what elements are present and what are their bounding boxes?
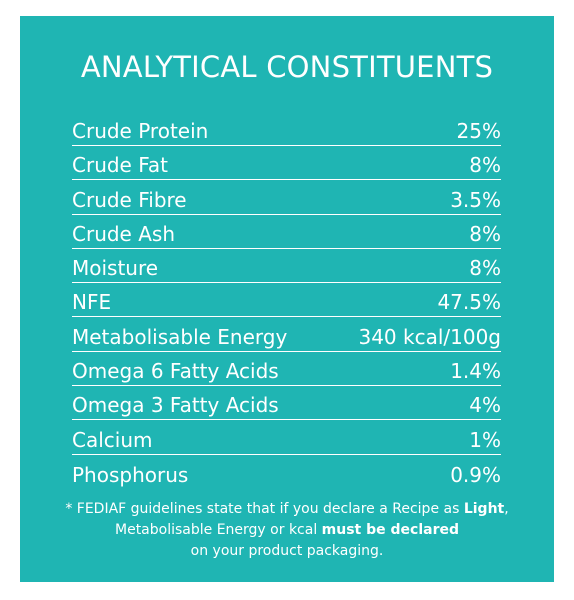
constituent-value: 3.5% — [450, 187, 501, 212]
footnote: * FEDIAF guidelines state that if you de… — [50, 499, 524, 562]
constituent-label: Omega 3 Fatty Acids — [72, 393, 279, 418]
constituent-value: 47.5% — [437, 290, 501, 315]
footnote-line-3: on your product packaging. — [190, 543, 384, 559]
footnote-text: * FEDIAF guidelines state that if you de… — [65, 501, 464, 517]
constituent-value: 25% — [456, 119, 501, 143]
footnote-line-2: Metabolisable Energy or kcal must be dec… — [50, 520, 524, 541]
panel-title: ANALYTICAL CONSTITUENTS — [80, 50, 494, 84]
constituent-label: Metabolisable Energy — [72, 324, 288, 349]
constituent-label: Crude Fibre — [72, 187, 187, 212]
constituent-value: 8% — [469, 256, 501, 281]
constituent-label: Omega 6 Fatty Acids — [72, 359, 279, 384]
constituent-label: Phosphorus — [72, 462, 189, 487]
constituent-label: Moisture — [72, 256, 159, 281]
constituent-value: 0.9% — [450, 462, 501, 487]
constituent-value: 1% — [469, 427, 501, 452]
constituent-label: Calcium — [72, 427, 153, 452]
constituent-row: NFE 47.5% — [72, 284, 501, 318]
constituent-label: Crude Protein — [72, 119, 209, 143]
constituent-value: 1.4% — [450, 359, 501, 384]
constituent-row: Crude Fibre 3.5% — [72, 182, 501, 215]
constituent-value: 8% — [469, 221, 501, 246]
footnote-text: Metabolisable Energy or kcal — [115, 522, 322, 538]
constituent-row: Omega 6 Fatty Acids 1.4% — [72, 353, 501, 387]
constituent-label: Crude Ash — [72, 221, 175, 246]
footnote-emphasis-light: Light — [463, 501, 505, 517]
constituent-row: Phosphorus 0.9% — [72, 456, 501, 489]
constituent-row: Omega 3 Fatty Acids 4% — [72, 387, 501, 421]
analytical-constituents-panel: ANALYTICAL CONSTITUENTS Crude Protein 25… — [20, 16, 554, 582]
constituent-label: Crude Fat — [72, 153, 168, 178]
constituents-list: Crude Protein 25% Crude Fat 8% Crude Fib… — [72, 113, 501, 490]
constituent-label: NFE — [72, 290, 112, 315]
footnote-emphasis-declared: must be declared — [321, 522, 459, 538]
constituent-row: Calcium 1% — [72, 422, 501, 455]
constituent-value: 340 kcal/100g — [358, 324, 501, 349]
constituent-row: Metabolisable Energy 340 kcal/100g — [72, 319, 501, 352]
constituent-row: Crude Ash 8% — [72, 216, 501, 249]
constituent-row: Moisture 8% — [72, 250, 501, 284]
footnote-comma: , — [504, 501, 509, 517]
footnote-line-1: * FEDIAF guidelines state that if you de… — [50, 499, 524, 520]
constituent-value: 4% — [469, 393, 501, 418]
constituent-row: Crude Protein 25% — [72, 113, 501, 146]
constituent-value: 8% — [469, 153, 501, 178]
constituent-row: Crude Fat 8% — [72, 147, 501, 181]
